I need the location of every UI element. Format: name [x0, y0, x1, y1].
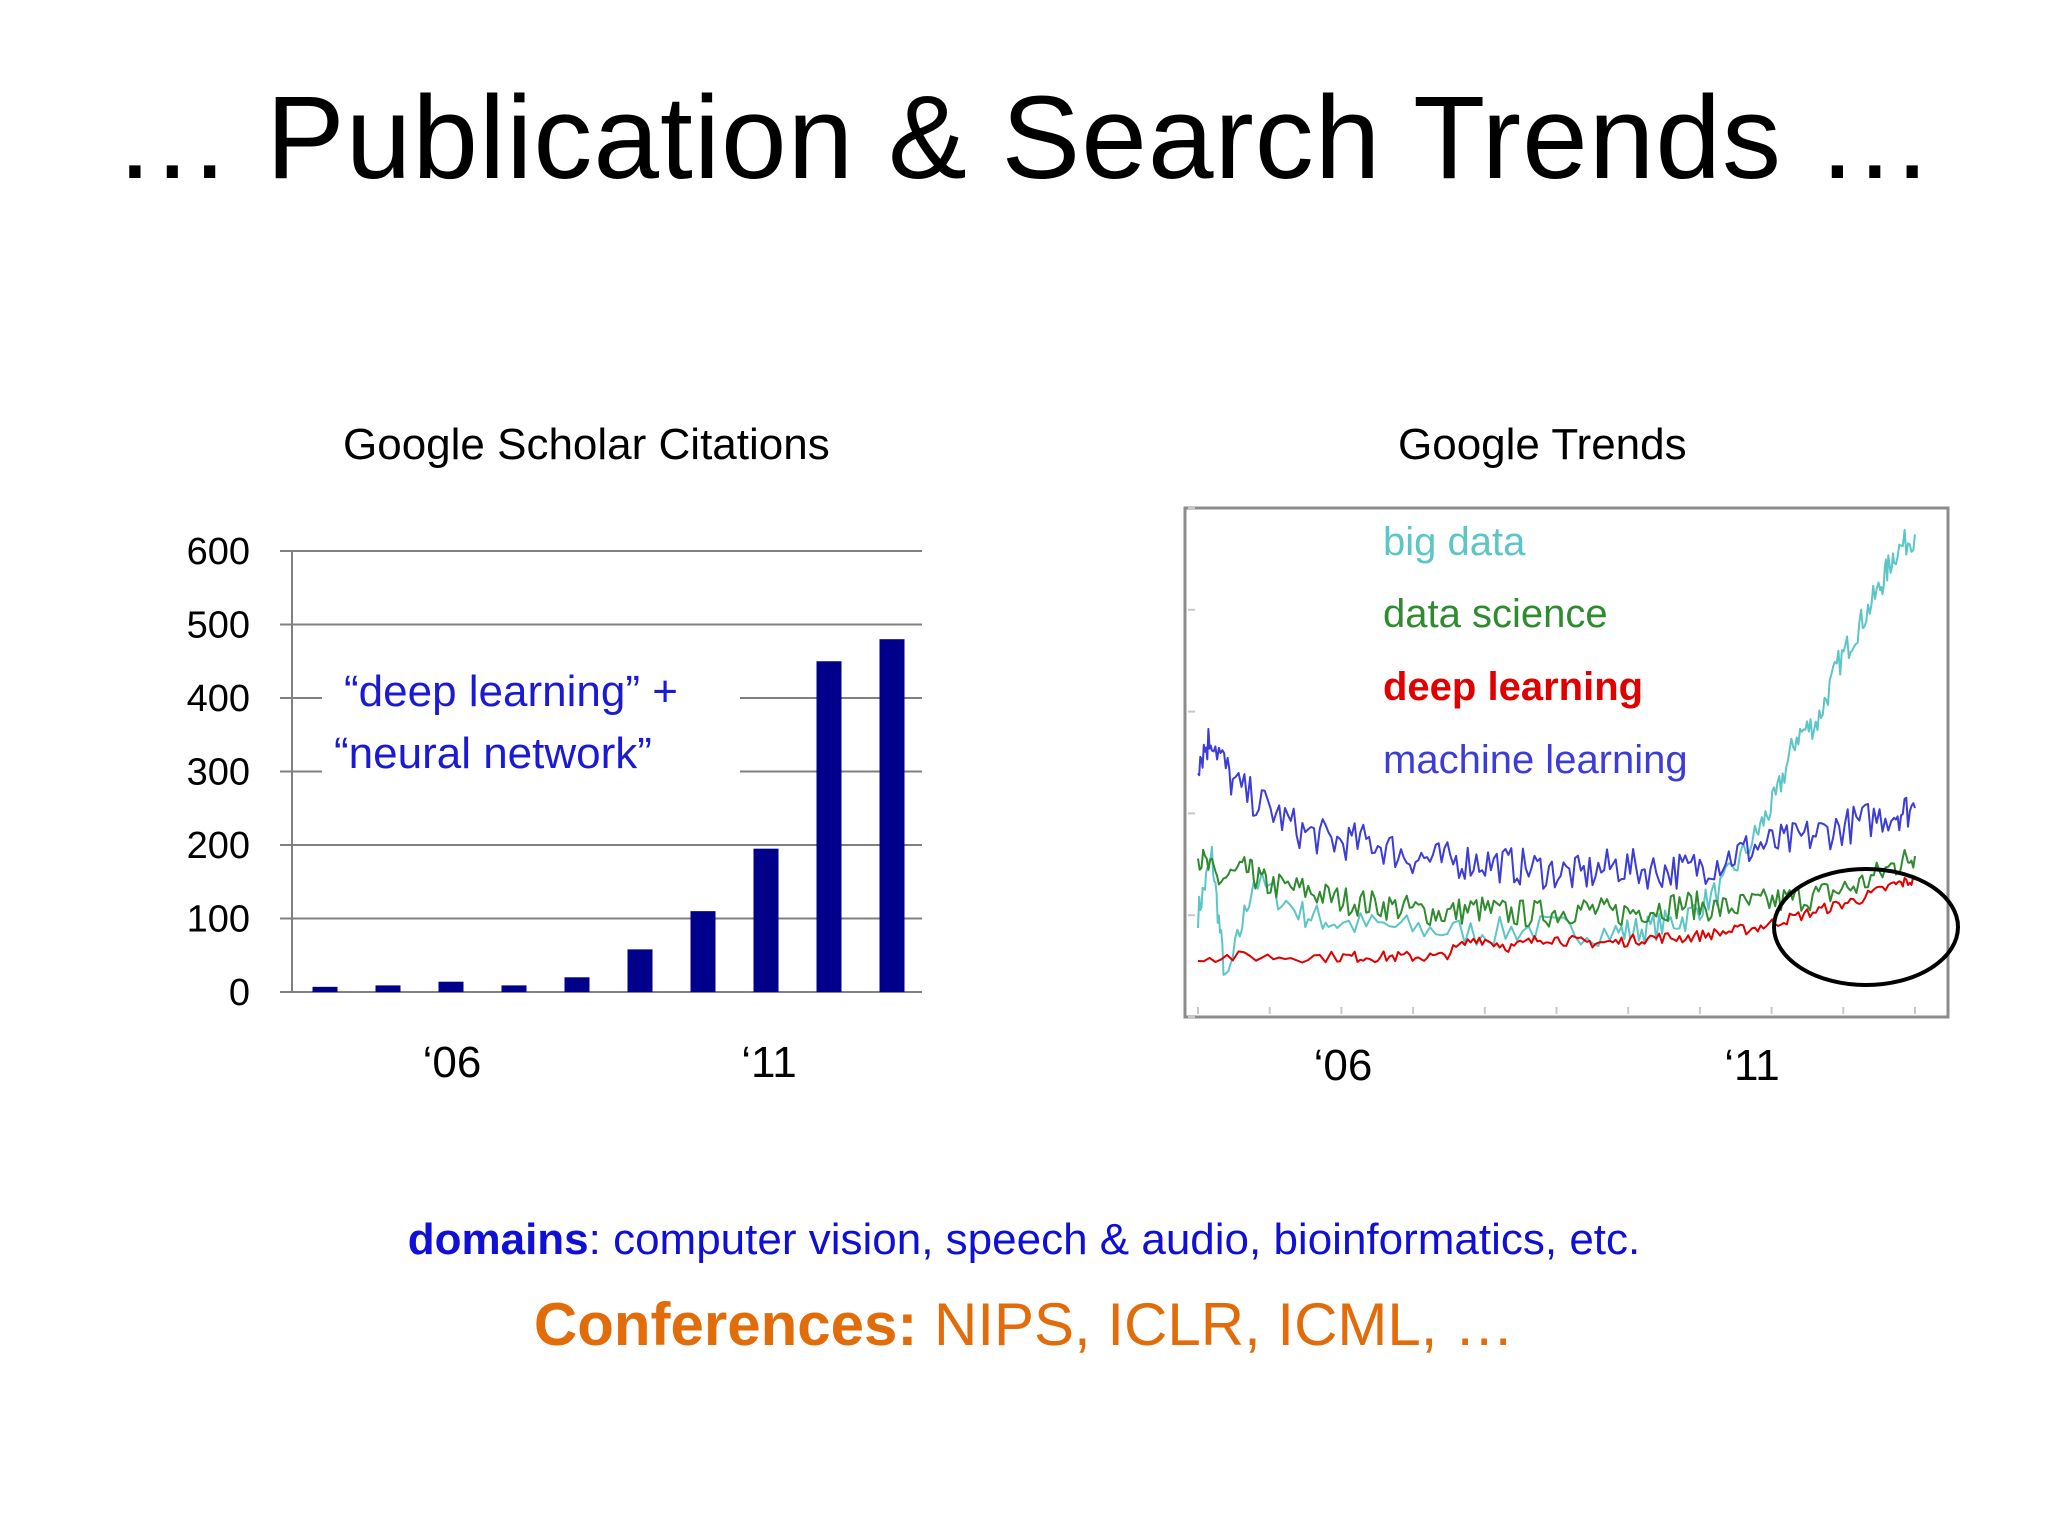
- y-tick-label: 0: [229, 972, 250, 1014]
- conferences-text: NIPS, ICLR, ICML, …: [917, 1291, 1515, 1358]
- series-line-deep-learning: [1197, 875, 1916, 964]
- google-trends-chart: big data data science deep learning machine…: [1183, 506, 1960, 1090]
- annotation-line-1: “deep learning” +: [344, 667, 678, 716]
- bar: [690, 911, 716, 992]
- bar: [312, 986, 338, 992]
- highlight-ellipse: [1772, 867, 1960, 987]
- y-tick-label: 400: [187, 678, 250, 720]
- legend-entry: machine learning: [1383, 738, 1688, 782]
- x-tick-label: ‘11: [1724, 1041, 1779, 1090]
- plot-frame: [1183, 506, 1950, 1019]
- citations-bar-chart: 0 100 200 300 400 500 600 “deep learning” + “neu…: [187, 531, 922, 1087]
- x-tick-label: ‘06: [423, 1038, 482, 1087]
- legend-entry: big data: [1383, 520, 1526, 564]
- conferences-label: Conferences:: [533, 1291, 918, 1358]
- legend-entry: deep learning: [1383, 665, 1643, 709]
- bar: [879, 639, 905, 992]
- bar: [816, 661, 842, 992]
- x-tick-label: ‘11: [741, 1038, 796, 1087]
- bar-chart-title: Google Scholar Citations: [343, 420, 830, 469]
- y-tick-label: 100: [187, 899, 250, 941]
- y-tick-label: 300: [187, 752, 250, 794]
- annotation-background: [322, 657, 740, 787]
- annotation-line-2: “neural network”: [334, 729, 652, 778]
- bar: [375, 985, 401, 992]
- y-tick-label: 500: [187, 605, 250, 647]
- conferences-line: Conferences: NIPS, ICLR, ICML, …: [0, 1290, 2048, 1359]
- domains-text: : computer vision, speech & audio, bioin…: [588, 1215, 1641, 1264]
- x-tick-label: ‘06: [1314, 1041, 1373, 1090]
- y-tick-label: 600: [187, 531, 250, 573]
- bar: [627, 949, 653, 992]
- trends-chart-title: Google Trends: [1398, 420, 1687, 469]
- bar: [753, 848, 779, 992]
- domains-line: domains: computer vision, speech & audio…: [0, 1215, 2048, 1265]
- slide-title: … Publication & Search Trends …: [113, 72, 1935, 204]
- series-line-machine-learning: [1197, 727, 1916, 890]
- bar: [564, 977, 590, 992]
- domains-label: domains: [407, 1215, 589, 1264]
- legend-entry: data science: [1383, 592, 1608, 636]
- series-line-data-science: [1197, 848, 1916, 928]
- bar: [438, 981, 464, 992]
- bar: [501, 985, 527, 992]
- y-tick-label: 200: [187, 825, 250, 867]
